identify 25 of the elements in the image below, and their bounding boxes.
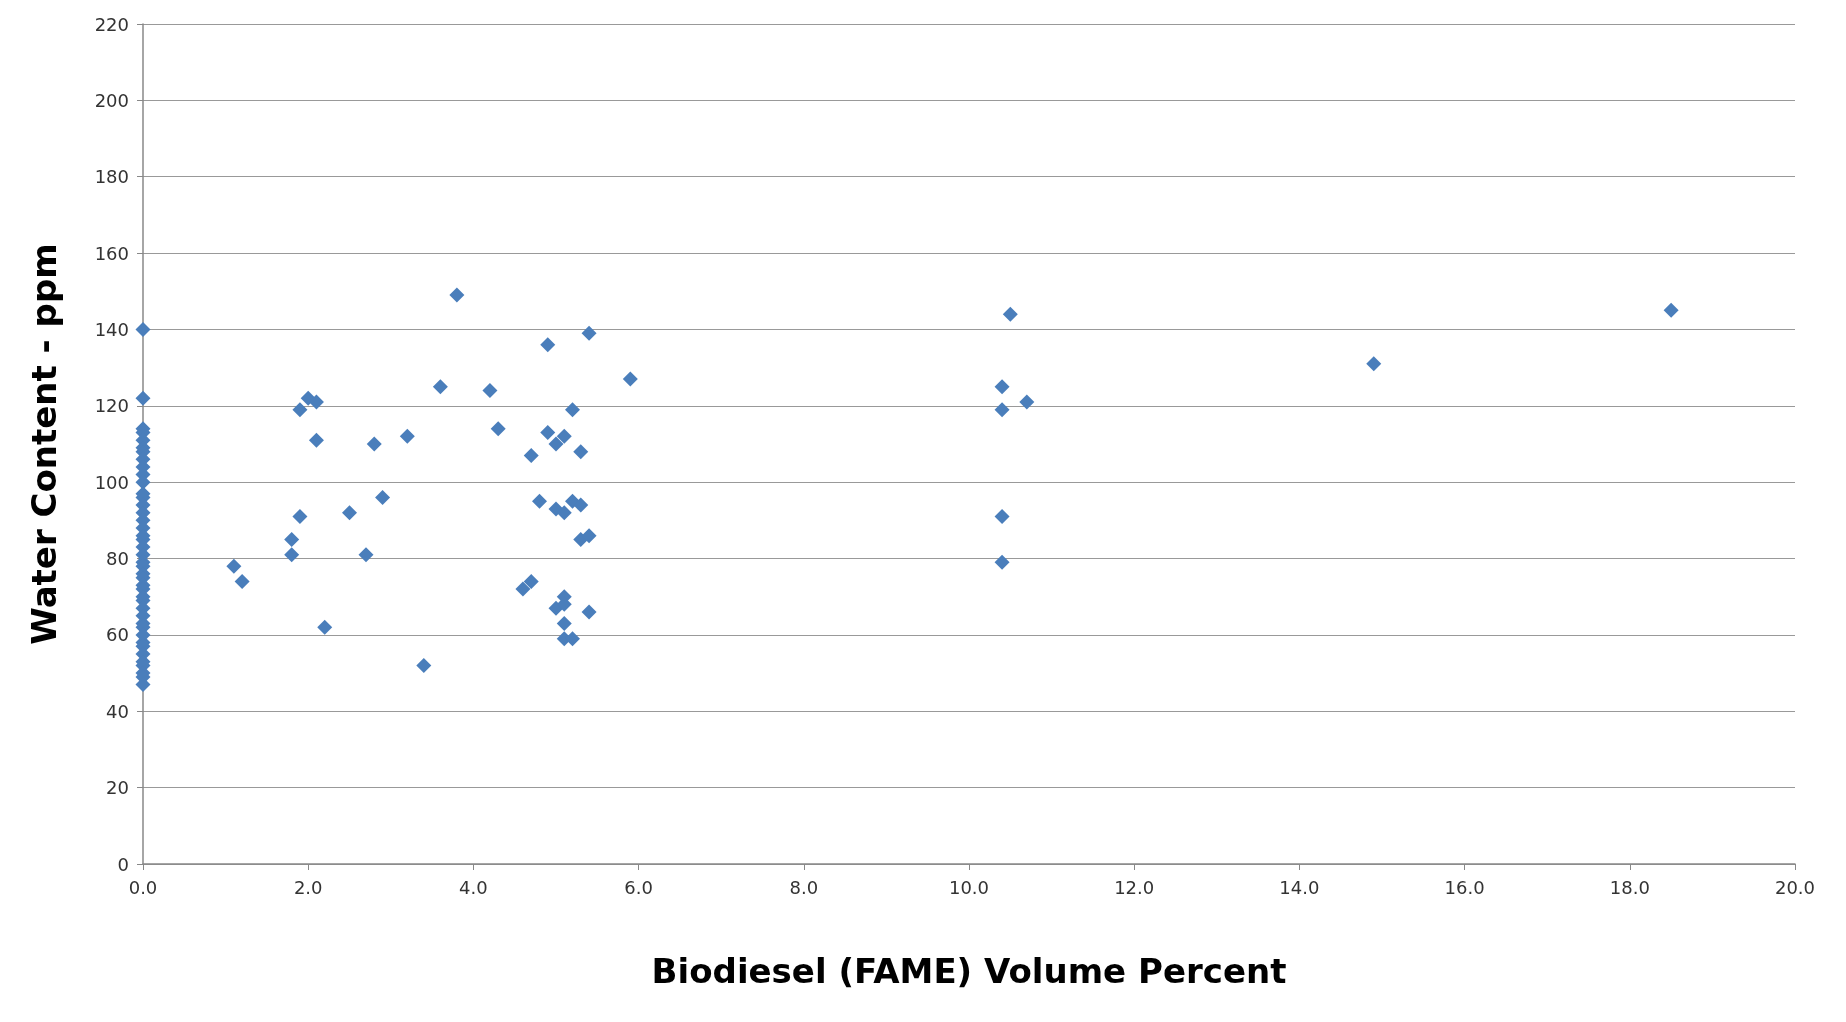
- y-tick-label: 220: [94, 13, 129, 35]
- y-tick-label: 0: [117, 853, 129, 875]
- x-axis-title: Biodiesel (FAME) Volume Percent: [651, 951, 1287, 991]
- y-axis-title: Water Content - ppm: [24, 243, 64, 645]
- y-tick-label: 20: [106, 777, 129, 799]
- y-tick-label: 200: [94, 89, 129, 111]
- y-tick-label: 40: [106, 700, 129, 722]
- x-tick-label: 12.0: [1114, 876, 1155, 898]
- x-tick-label: 18.0: [1609, 876, 1650, 898]
- x-tick-label: 2.0: [293, 876, 323, 898]
- y-tick-label: 80: [106, 548, 129, 570]
- x-tick-label: 8.0: [789, 876, 819, 898]
- x-tick-label: 10.0: [948, 876, 990, 898]
- y-tick-label: 160: [94, 242, 129, 264]
- x-tick-label: 16.0: [1444, 876, 1485, 898]
- x-tick-label: 14.0: [1279, 876, 1320, 898]
- x-tick-label: 6.0: [624, 876, 653, 898]
- y-tick-label: 120: [94, 395, 129, 417]
- y-tick-label: 180: [94, 166, 129, 188]
- y-tick-label: 140: [94, 318, 129, 340]
- x-tick-label: 4.0: [459, 876, 488, 898]
- x-tick-label: 20.0: [1774, 876, 1816, 898]
- y-tick-label: 100: [94, 471, 129, 493]
- x-tick-label: 0.0: [128, 876, 158, 898]
- y-tick-label: 60: [106, 624, 129, 646]
